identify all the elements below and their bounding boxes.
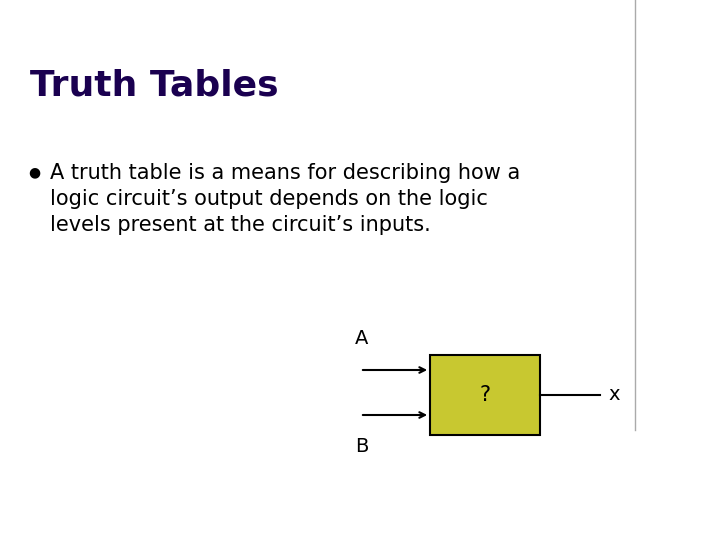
- Text: ●: ●: [28, 165, 40, 179]
- Text: levels present at the circuit’s inputs.: levels present at the circuit’s inputs.: [50, 215, 431, 235]
- Text: A truth table is a means for describing how a: A truth table is a means for describing …: [50, 163, 521, 183]
- Bar: [430, 355, 540, 435]
- Text: ?: ?: [480, 385, 490, 405]
- Text: A: A: [355, 329, 369, 348]
- Text: Truth Tables: Truth Tables: [30, 68, 279, 102]
- Text: x: x: [608, 386, 619, 404]
- Text: logic circuit’s output depends on the logic: logic circuit’s output depends on the lo…: [50, 189, 488, 209]
- Text: B: B: [355, 437, 369, 456]
